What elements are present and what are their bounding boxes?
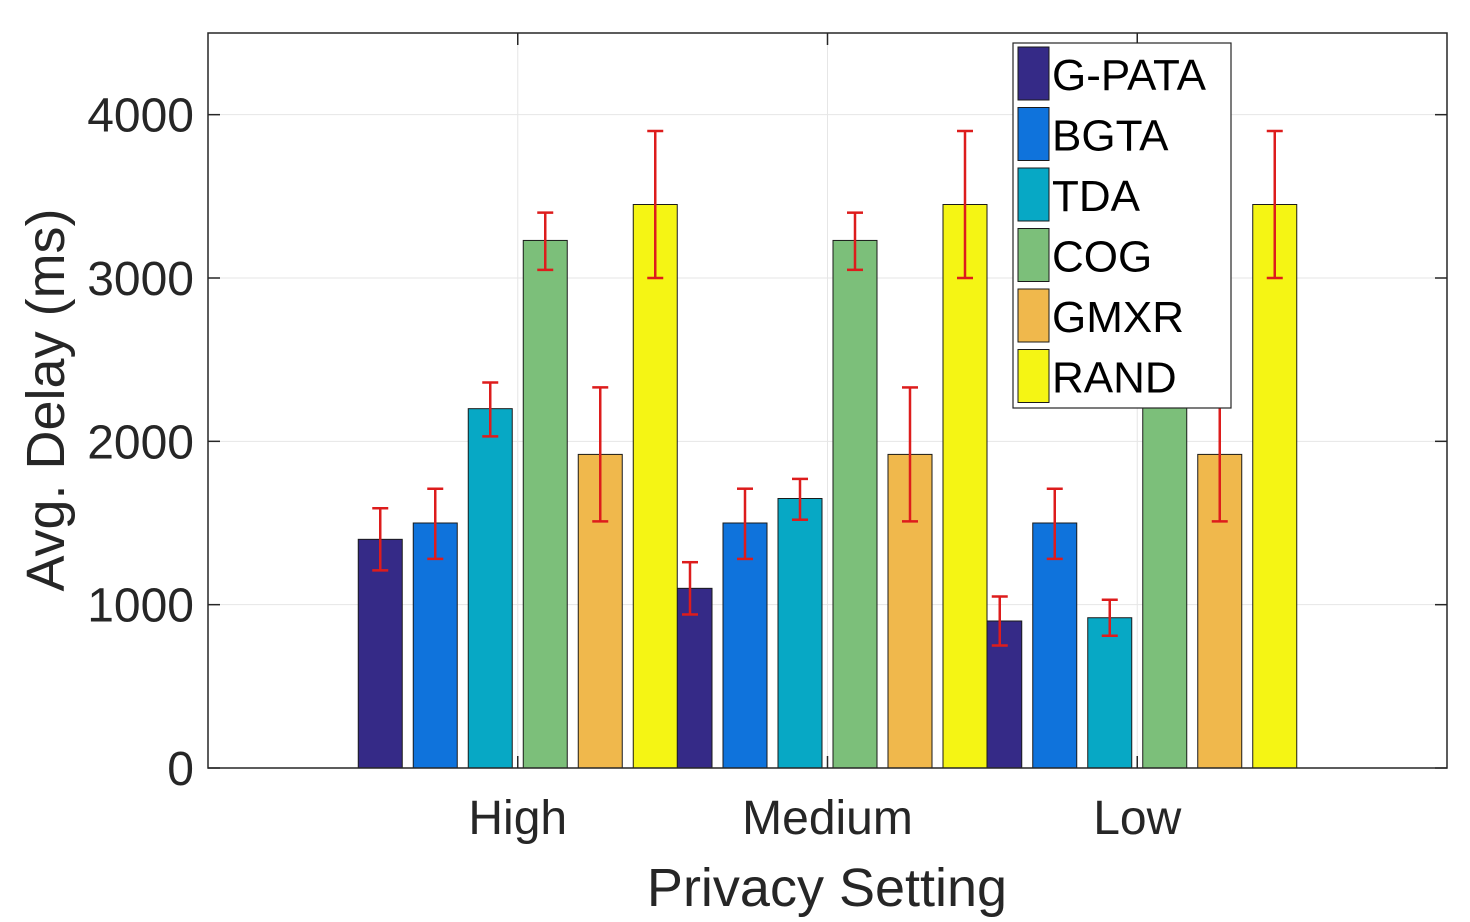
legend-label-gmxr: GMXR: [1052, 293, 1184, 342]
legend-label-rand: RAND: [1052, 354, 1177, 403]
legend-label-cog: COG: [1052, 233, 1152, 282]
bar-g-pata-high: [357, 538, 403, 769]
legend-swatch-bgta: [1017, 107, 1050, 161]
x-tick-label-low: Low: [1093, 792, 1181, 845]
legend-item-cog[interactable]: COG: [1017, 228, 1152, 282]
legend-swatch-rand: [1017, 349, 1050, 403]
legend-item-rand[interactable]: RAND: [1017, 349, 1177, 403]
bar-rand-medium: [942, 204, 988, 769]
bar-bgta-medium: [722, 522, 768, 769]
y-tick-label: 4000: [87, 90, 194, 143]
y-tick-label: 0: [167, 743, 194, 796]
y-tick-label: 2000: [87, 416, 194, 469]
legend-swatch-g-pata: [1017, 46, 1050, 101]
legend-item-gmxr[interactable]: GMXR: [1017, 288, 1184, 343]
y-axis-ticks: 0 1000 2000 3000 4000: [87, 90, 1447, 796]
bars: [357, 204, 1298, 769]
y-tick-label: 1000: [87, 580, 194, 633]
legend-swatch-gmxr: [1017, 288, 1050, 343]
legend-box: [1012, 42, 1232, 409]
legend[interactable]: G-PATA BGTA TDA COG GMXR RAND: [1012, 42, 1232, 409]
bar-cog-medium: [832, 239, 878, 769]
bar-bgta-high: [412, 522, 458, 769]
bar-rand-high: [632, 204, 678, 769]
x-axis-ticks: High Medium Low: [468, 33, 1182, 845]
bar-tda-low: [1087, 617, 1133, 769]
x-tick-label-medium: Medium: [742, 792, 913, 845]
legend-label-g-pata: G-PATA: [1052, 51, 1207, 100]
legend-swatch-tda: [1017, 167, 1050, 222]
y-tick-label: 3000: [87, 253, 194, 306]
legend-swatch-cog: [1017, 228, 1050, 282]
legend-label-bgta: BGTA: [1052, 112, 1169, 161]
bar-tda-medium: [777, 498, 823, 769]
x-tick-label-high: High: [468, 792, 567, 845]
legend-item-bgta[interactable]: BGTA: [1017, 107, 1169, 161]
bar-cog-high: [522, 239, 568, 769]
x-axis-title: Privacy Setting: [647, 858, 1007, 918]
bar-bgta-low: [1032, 522, 1078, 769]
bar-tda-high: [467, 408, 513, 769]
y-axis-title: Avg. Delay (ms): [16, 208, 76, 591]
bar-rand-low: [1252, 204, 1298, 769]
legend-item-tda[interactable]: TDA: [1017, 167, 1141, 222]
legend-label-tda: TDA: [1052, 172, 1141, 221]
legend-item-g-pata[interactable]: G-PATA: [1017, 46, 1207, 101]
